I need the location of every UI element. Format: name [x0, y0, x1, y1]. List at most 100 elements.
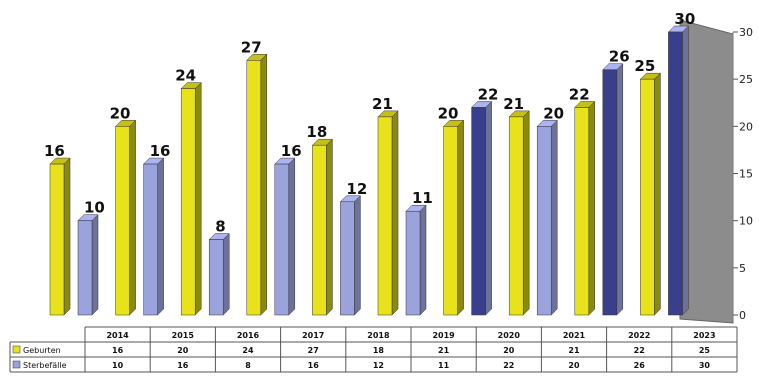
table-cell-sterbefaelle-2023: 30 — [699, 361, 711, 370]
bar-sterbefaelle-2014-side — [91, 214, 99, 316]
data-label-sterbefaelle-2022: 26 — [609, 48, 630, 66]
bar-geburten-2014 — [49, 163, 65, 316]
table-header-2019: 2019 — [432, 331, 455, 340]
table-header-2020: 2020 — [498, 331, 521, 340]
bar-geburten-2017 — [246, 60, 262, 316]
data-label-sterbefaelle-2016: 8 — [215, 218, 225, 236]
table-header-2018: 2018 — [367, 331, 390, 340]
bar-geburten-2015-side — [129, 119, 136, 316]
table-header-2021: 2021 — [563, 331, 586, 340]
y-tick-label: 5 — [739, 262, 746, 275]
data-label-geburten-2020: 20 — [438, 104, 459, 122]
table-cell-geburten-2019: 21 — [438, 346, 450, 355]
bar-geburten-2019 — [377, 116, 393, 316]
bar-geburten-2016 — [180, 88, 196, 316]
bar-geburten-2017-side — [260, 53, 268, 316]
data-label-sterbefaelle-2023: 30 — [674, 10, 695, 28]
bar-sterbefaelle-2022-side — [616, 63, 624, 316]
bar-sterbefaelle-2021-side — [550, 119, 558, 316]
data-label-sterbefaelle-2021: 20 — [543, 104, 564, 122]
data-label-sterbefaelle-2018: 12 — [346, 180, 367, 198]
table-cell-sterbefaelle-2016: 8 — [245, 361, 251, 370]
legend-label-sterbefaelle: Sterbefälle — [23, 361, 67, 370]
bar-sterbefaelle-2018-side — [354, 195, 361, 316]
table-header-2022: 2022 — [628, 331, 650, 340]
data-label-geburten-2016: 24 — [175, 67, 196, 85]
bar-geburten-2014-side — [63, 157, 71, 316]
bar-sterbefaelle-2014 — [77, 220, 93, 316]
y-tick-label: 0 — [739, 309, 746, 322]
y-tick-label: 10 — [739, 215, 753, 228]
bar-sterbefaelle-2021 — [536, 126, 552, 316]
data-label-geburten-2014: 16 — [44, 142, 65, 160]
table-header-2015: 2015 — [172, 331, 195, 340]
bar-geburten-2022 — [574, 107, 590, 316]
bar-sterbefaelle-2020-side — [485, 100, 492, 316]
y-tick-label: 25 — [739, 73, 753, 86]
table-cell-sterbefaelle-2014: 10 — [112, 361, 124, 370]
table-cell-sterbefaelle-2021: 20 — [568, 361, 580, 370]
table-cell-geburten-2015: 20 — [177, 346, 189, 355]
table-header-2023: 2023 — [693, 331, 715, 340]
table-cell-geburten-2021: 21 — [568, 346, 580, 355]
bar-sterbefaelle-2015 — [143, 163, 158, 316]
bar-geburten-2021-side — [522, 110, 530, 316]
bar-sterbefaelle-2017 — [274, 163, 290, 316]
table-cell-sterbefaelle-2015: 16 — [177, 361, 189, 370]
table-cell-geburten-2022: 22 — [634, 346, 645, 355]
data-label-sterbefaelle-2015: 16 — [150, 142, 171, 160]
table-header-2014: 2014 — [106, 331, 129, 340]
table-cell-geburten-2018: 18 — [373, 346, 385, 355]
table-cell-geburten-2014: 16 — [112, 346, 124, 355]
legend-key-geburten — [12, 345, 21, 354]
table-cell-geburten-2023: 25 — [699, 346, 711, 355]
bar-geburten-2018-side — [326, 138, 333, 316]
data-label-geburten-2017: 27 — [241, 38, 262, 56]
bar-geburten-2018 — [312, 144, 327, 316]
bar-geburten-2023-side — [654, 72, 661, 316]
data-label-geburten-2021: 21 — [503, 95, 524, 113]
legend-key-sterbefaelle — [12, 360, 21, 369]
bar-sterbefaelle-2016 — [208, 239, 224, 316]
bar-sterbefaelle-2015-side — [157, 157, 164, 316]
table-header-2016: 2016 — [237, 331, 260, 340]
bar-geburten-2019-side — [391, 110, 399, 316]
bar-geburten-2023 — [640, 78, 655, 316]
table-cell-geburten-2020: 20 — [503, 346, 515, 355]
data-label-geburten-2015: 20 — [110, 104, 131, 122]
bar-sterbefaelle-2022 — [602, 69, 618, 316]
data-label-geburten-2019: 21 — [372, 95, 393, 113]
bar-sterbefaelle-2020 — [471, 107, 486, 316]
bar-sterbefaelle-2019 — [405, 210, 421, 316]
data-label-geburten-2018: 18 — [306, 123, 327, 141]
bar-sterbefaelle-2017-side — [288, 157, 296, 316]
bar-geburten-2015 — [115, 126, 130, 316]
table-cell-sterbefaelle-2020: 22 — [503, 361, 514, 370]
bar-geburten-2020-side — [457, 119, 464, 316]
bar-sterbefaelle-2023-side — [682, 25, 689, 316]
bar-sterbefaelle-2023 — [668, 31, 683, 316]
y-tick-label: 30 — [739, 26, 753, 39]
data-label-sterbefaelle-2019: 11 — [412, 189, 433, 207]
bar-sterbefaelle-2018 — [340, 201, 355, 316]
table-header-2017: 2017 — [302, 331, 324, 340]
data-label-sterbefaelle-2020: 22 — [478, 85, 499, 103]
bar-geburten-2022-side — [588, 100, 596, 316]
table-cell-sterbefaelle-2018: 12 — [373, 361, 384, 370]
table-cell-sterbefaelle-2019: 11 — [438, 361, 450, 370]
data-label-sterbefaelle-2017: 16 — [281, 142, 302, 160]
table-cell-sterbefaelle-2017: 16 — [308, 361, 320, 370]
bar-geburten-2021 — [508, 116, 524, 316]
data-label-geburten-2022: 22 — [569, 85, 590, 103]
bar-sterbefaelle-2019-side — [419, 204, 427, 316]
legend-label-geburten: Geburten — [23, 346, 61, 355]
bar-geburten-2016-side — [194, 81, 202, 316]
table-cell-geburten-2016: 24 — [242, 346, 254, 355]
table-cell-geburten-2017: 27 — [308, 346, 319, 355]
y-tick-label: 20 — [739, 120, 753, 133]
bar-sterbefaelle-2016-side — [222, 232, 230, 316]
data-label-sterbefaelle-2014: 10 — [84, 199, 105, 217]
data-label-geburten-2023: 25 — [634, 57, 655, 75]
